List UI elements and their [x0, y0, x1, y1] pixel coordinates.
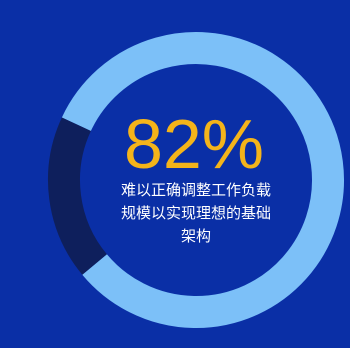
stat-percentage: 82%: [124, 105, 264, 183]
donut-ring: [48, 32, 344, 328]
caption-line-3: 架构: [181, 227, 211, 245]
caption-line-1: 难以正确调整工作负载: [121, 181, 271, 199]
caption-line-2: 规模以实现理想的基础: [121, 204, 271, 222]
donut-segment-82: [61, 32, 344, 328]
donut-segment-remainder: [48, 117, 108, 275]
